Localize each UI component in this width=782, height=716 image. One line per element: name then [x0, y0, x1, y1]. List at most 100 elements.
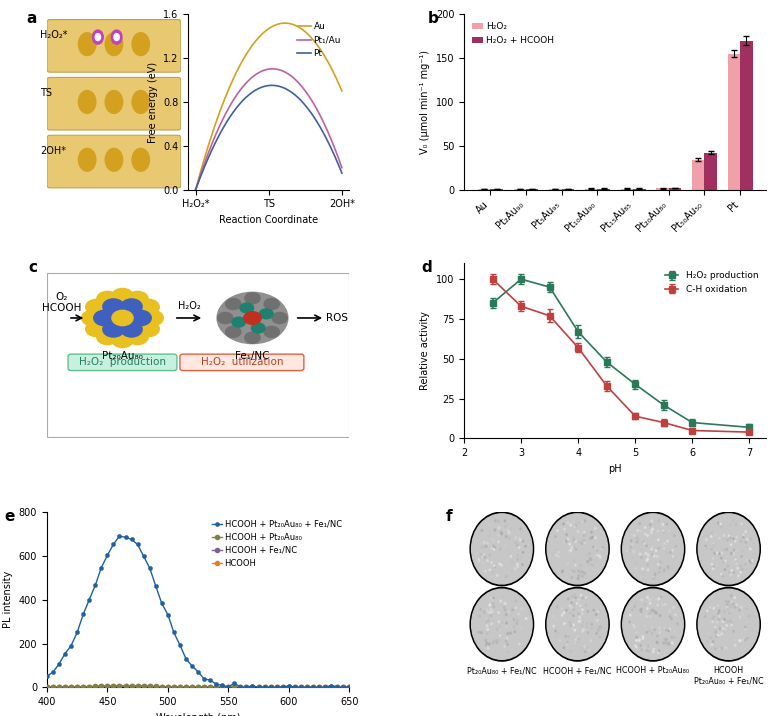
Circle shape — [635, 601, 637, 604]
Circle shape — [575, 525, 576, 526]
Circle shape — [589, 553, 590, 554]
Circle shape — [644, 604, 646, 605]
Circle shape — [485, 639, 486, 641]
Circle shape — [488, 534, 490, 536]
Circle shape — [717, 605, 719, 606]
Circle shape — [654, 629, 655, 631]
Circle shape — [655, 612, 657, 614]
Circle shape — [668, 639, 669, 642]
Circle shape — [558, 556, 560, 557]
Circle shape — [517, 566, 518, 568]
Circle shape — [712, 641, 714, 642]
Circle shape — [705, 546, 706, 547]
HCOOH — [339, 682, 348, 691]
Circle shape — [517, 554, 518, 556]
Circle shape — [505, 614, 507, 616]
Circle shape — [669, 616, 671, 618]
Circle shape — [127, 291, 148, 306]
Text: Fe₁/NC: Fe₁/NC — [714, 591, 743, 600]
Circle shape — [518, 530, 519, 532]
Circle shape — [745, 608, 747, 609]
Circle shape — [500, 548, 501, 550]
Circle shape — [515, 607, 517, 609]
Pt — [191, 185, 200, 194]
Circle shape — [739, 639, 741, 642]
Circle shape — [579, 564, 580, 566]
Circle shape — [669, 551, 671, 553]
Circle shape — [586, 602, 588, 604]
Circle shape — [747, 637, 748, 639]
HCOOH + Pt₂₀Au₈₀ — [345, 683, 354, 692]
Text: HCOOH: HCOOH — [561, 591, 594, 600]
Circle shape — [516, 623, 518, 624]
Text: HCOOH + Pt₂₀Au₈₀: HCOOH + Pt₂₀Au₈₀ — [616, 667, 690, 675]
Circle shape — [511, 607, 513, 609]
Circle shape — [668, 568, 669, 570]
Circle shape — [734, 606, 736, 608]
Circle shape — [718, 522, 719, 524]
Circle shape — [492, 534, 493, 536]
Circle shape — [582, 609, 583, 611]
Circle shape — [648, 630, 650, 632]
Circle shape — [509, 553, 511, 554]
Circle shape — [547, 589, 608, 659]
Circle shape — [649, 599, 650, 601]
Au — [278, 19, 287, 28]
Circle shape — [647, 569, 649, 571]
Circle shape — [637, 530, 638, 531]
Circle shape — [569, 543, 570, 545]
Circle shape — [622, 589, 683, 659]
Au — [280, 19, 289, 27]
Circle shape — [501, 533, 502, 535]
HCOOH — [242, 682, 251, 691]
Text: O₂: O₂ — [56, 292, 68, 302]
Circle shape — [584, 629, 586, 630]
Circle shape — [714, 553, 716, 554]
Circle shape — [557, 530, 558, 531]
Circle shape — [484, 542, 486, 543]
Circle shape — [597, 619, 598, 621]
Circle shape — [522, 609, 524, 610]
Circle shape — [583, 531, 585, 533]
Circle shape — [746, 616, 748, 618]
Circle shape — [504, 546, 506, 547]
Circle shape — [709, 640, 711, 642]
Circle shape — [497, 521, 499, 522]
Circle shape — [741, 633, 743, 634]
Circle shape — [740, 643, 741, 645]
HCOOH — [42, 682, 52, 691]
Circle shape — [712, 568, 714, 570]
Circle shape — [671, 543, 673, 545]
Circle shape — [112, 310, 133, 326]
Circle shape — [86, 299, 107, 315]
Circle shape — [482, 604, 483, 606]
Circle shape — [505, 576, 507, 578]
Circle shape — [511, 619, 512, 620]
Circle shape — [656, 621, 657, 623]
HCOOH + Pt₂₀Au₈₀ + Fe₁/NC — [242, 683, 251, 692]
Circle shape — [633, 626, 635, 628]
HCOOH + Pt₂₀Au₈₀ + Fe₁/NC — [145, 563, 154, 572]
Circle shape — [595, 554, 597, 556]
Circle shape — [489, 611, 490, 614]
Circle shape — [741, 568, 743, 569]
Circle shape — [643, 541, 644, 543]
Circle shape — [594, 560, 596, 561]
Circle shape — [521, 637, 522, 639]
Circle shape — [651, 553, 653, 556]
Circle shape — [718, 632, 719, 633]
Circle shape — [733, 538, 734, 539]
Circle shape — [573, 539, 575, 541]
Circle shape — [596, 632, 597, 634]
Circle shape — [663, 642, 665, 644]
Circle shape — [245, 293, 260, 304]
HCOOH + Pt₂₀Au₈₀ + Fe₁/NC — [109, 540, 118, 548]
Circle shape — [577, 558, 579, 559]
Circle shape — [629, 550, 630, 552]
Circle shape — [561, 608, 562, 609]
Circle shape — [553, 625, 554, 627]
Circle shape — [127, 329, 148, 344]
Circle shape — [726, 550, 727, 551]
Circle shape — [578, 575, 579, 577]
Circle shape — [673, 535, 675, 536]
